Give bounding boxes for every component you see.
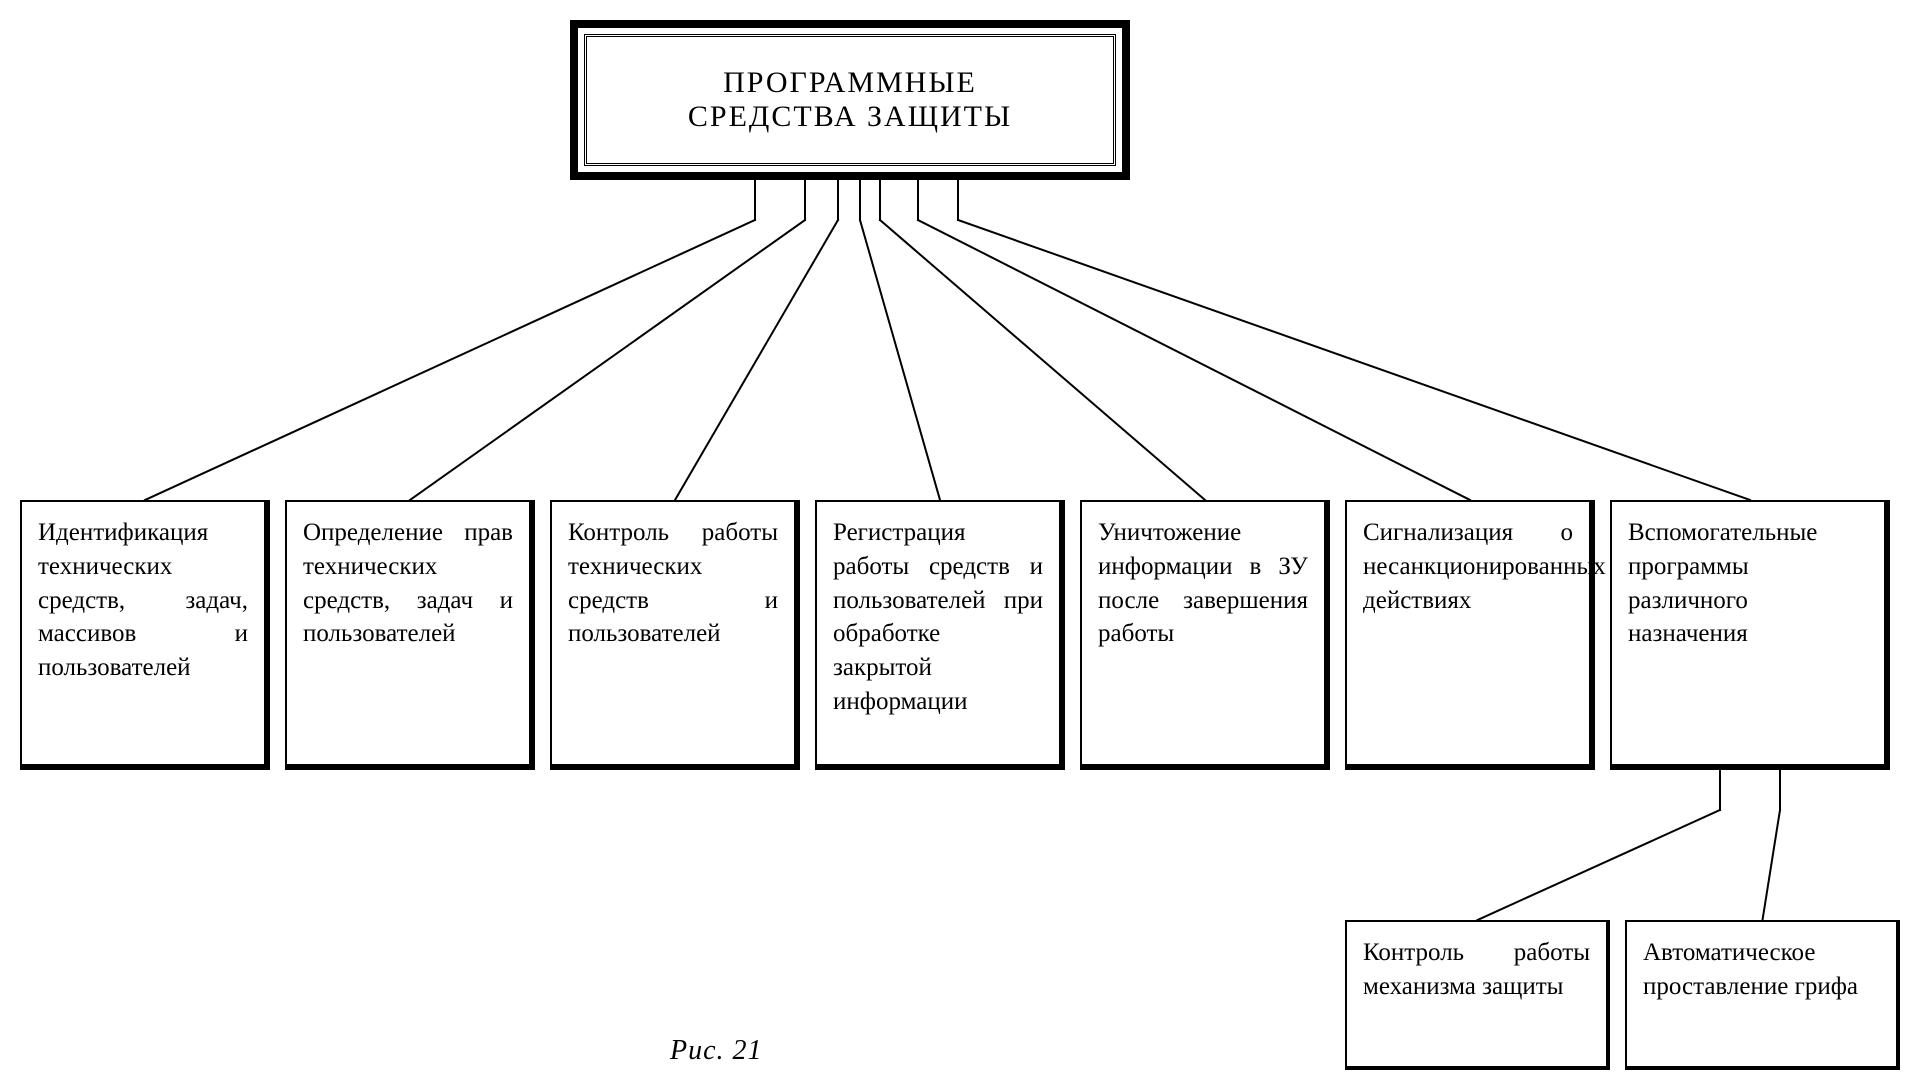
child-node-5: Уничтожение информации в ЗУ после заверш… (1080, 500, 1330, 770)
root-node-inner: ПРОГРАММНЫЕ СРЕДСТВА ЗАЩИТЫ (584, 34, 1116, 166)
figure-caption: Рис. 21 (670, 1035, 763, 1067)
diagram-canvas: ПРОГРАММНЫЕ СРЕДСТВА ЗАЩИТЫ Идентификаци… (0, 0, 1919, 1091)
grandchild-node-2: Автоматическое проставление грифа (1625, 920, 1900, 1070)
child-node-3: Контроль работы технических средств и по… (550, 500, 800, 770)
grandchild-node-1: Контроль работы механизма защиты (1345, 920, 1610, 1070)
child-node-7: Вспомогательные программы различного наз… (1610, 500, 1890, 770)
child-node-2: Определение прав технических средств, за… (285, 500, 535, 770)
root-node: ПРОГРАММНЫЕ СРЕДСТВА ЗАЩИТЫ (570, 20, 1130, 180)
root-line-2: СРЕДСТВА ЗАЩИТЫ (607, 100, 1093, 134)
root-line-1: ПРОГРАММНЫЕ (607, 66, 1093, 100)
child-node-6: Сигнализация о несанкционированных дейст… (1345, 500, 1595, 770)
child-node-1: Идентификация технических средств, задач… (20, 500, 270, 770)
child-node-4: Регистрация работы средств и пользовател… (815, 500, 1065, 770)
